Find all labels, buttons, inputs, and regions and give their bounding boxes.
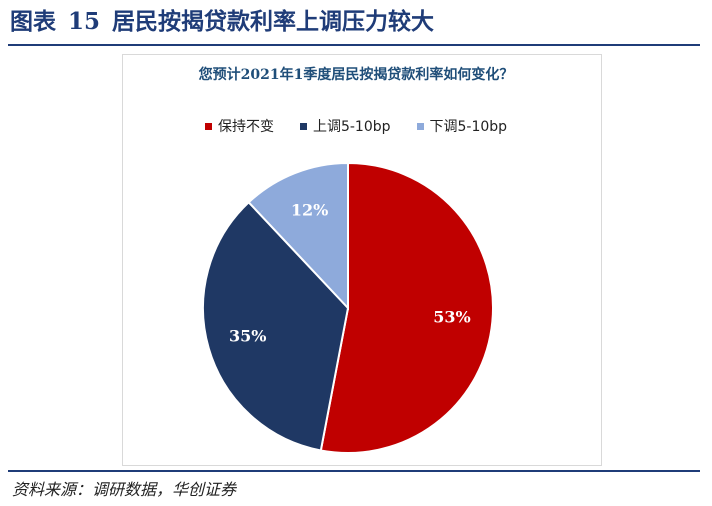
legend-swatch-lower — [416, 122, 424, 130]
chart-frame — [122, 54, 602, 466]
legend-swatch-raise — [299, 122, 307, 130]
legend-label-keep: 保持不变 — [217, 119, 274, 135]
title-divider — [8, 44, 700, 46]
chart-title: 您预计2021年1季度居民按揭贷款利率如何变化？ — [198, 67, 514, 83]
chart-legend: 保持不变 上调5-10bp 下调5-10bp — [0, 116, 712, 136]
legend-label-lower: 下调5-10bp — [429, 119, 508, 135]
pie-slice-lower — [247, 161, 349, 311]
data-label-lower: 12% — [291, 200, 328, 219]
source-divider — [8, 470, 700, 472]
figure-label: 图表 — [10, 8, 56, 35]
legend-item-lower: 下调5-10bp — [416, 116, 508, 136]
legend-item-keep: 保持不变 — [204, 116, 274, 136]
legend-item-raise: 上调5-10bp — [299, 116, 391, 136]
figure-title: 图表 15 居民按揭贷款利率上调压力较大 — [10, 4, 434, 40]
legend-swatch-keep — [204, 122, 212, 130]
data-label-keep: 53% — [433, 307, 470, 326]
pie-slice-raise — [202, 200, 350, 452]
figure-number: 15 — [68, 8, 101, 35]
data-label-raise: 35% — [229, 327, 266, 346]
source-note: 资料来源：调研数据，华创证券 — [12, 480, 237, 499]
pie-slice-keep — [319, 161, 494, 454]
figure-title-text: 居民按揭贷款利率上调压力较大 — [112, 8, 435, 35]
legend-label-raise: 上调5-10bp — [312, 119, 391, 135]
